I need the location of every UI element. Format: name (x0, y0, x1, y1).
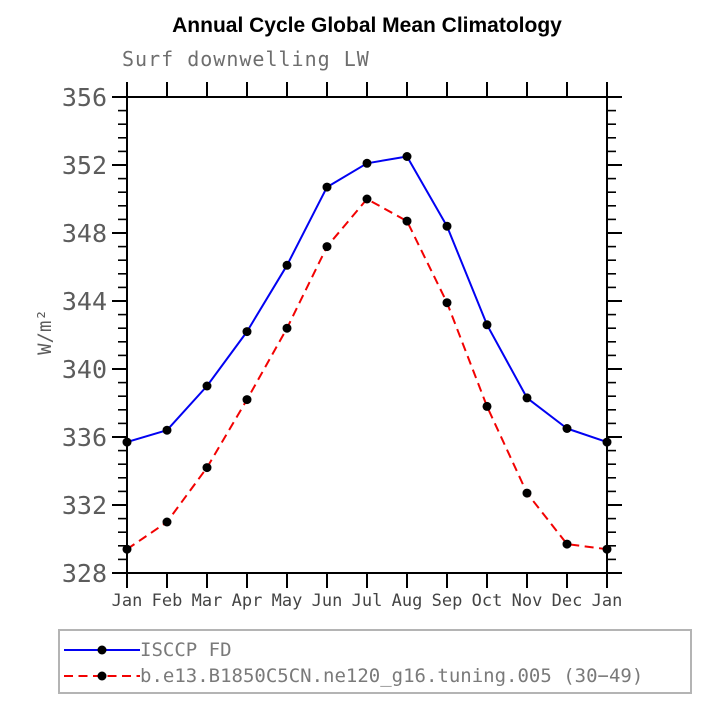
svg-text:332: 332 (62, 491, 107, 520)
legend-box: ISCCP FD b.e13.B1850C5CN.ne120_g16.tunin… (58, 629, 692, 694)
legend-entry-isccp: ISCCP FD (60, 637, 690, 663)
legend-swatch-dashed-red-line (64, 671, 140, 681)
svg-text:Jul: Jul (352, 591, 383, 611)
svg-text:Nov: Nov (512, 591, 543, 611)
legend-marker-dot-icon (97, 671, 107, 681)
svg-text:Mar: Mar (192, 591, 223, 611)
svg-text:344: 344 (62, 287, 107, 316)
legend-label-model-run: b.e13.B1850C5CN.ne120_g16.tuning.005 (30… (140, 665, 644, 687)
svg-text:Dec: Dec (552, 591, 583, 611)
svg-text:336: 336 (62, 423, 107, 452)
svg-text:328: 328 (62, 559, 107, 588)
svg-text:Jan: Jan (592, 591, 623, 611)
legend-label-isccp-fd: ISCCP FD (140, 639, 232, 661)
svg-text:Oct: Oct (472, 591, 503, 611)
svg-text:Jun: Jun (312, 591, 343, 611)
chart-subtitle: Surf downwelling LW (122, 47, 370, 71)
legend-entry-model: b.e13.B1850C5CN.ne120_g16.tuning.005 (30… (60, 663, 690, 689)
svg-text:356: 356 (62, 83, 107, 112)
svg-text:Aug: Aug (392, 591, 423, 611)
svg-text:340: 340 (62, 355, 107, 384)
svg-text:348: 348 (62, 219, 107, 248)
legend-marker-dot-icon (97, 645, 107, 655)
svg-text:May: May (272, 591, 303, 611)
svg-text:Sep: Sep (432, 591, 463, 611)
chart-title: Annual Cycle Global Mean Climatology (172, 14, 562, 37)
svg-text:Feb: Feb (152, 591, 183, 611)
legend-swatch-solid-blue-line (64, 645, 140, 655)
svg-text:Jan: Jan (112, 591, 143, 611)
svg-text:352: 352 (62, 151, 107, 180)
svg-text:Apr: Apr (232, 591, 263, 611)
